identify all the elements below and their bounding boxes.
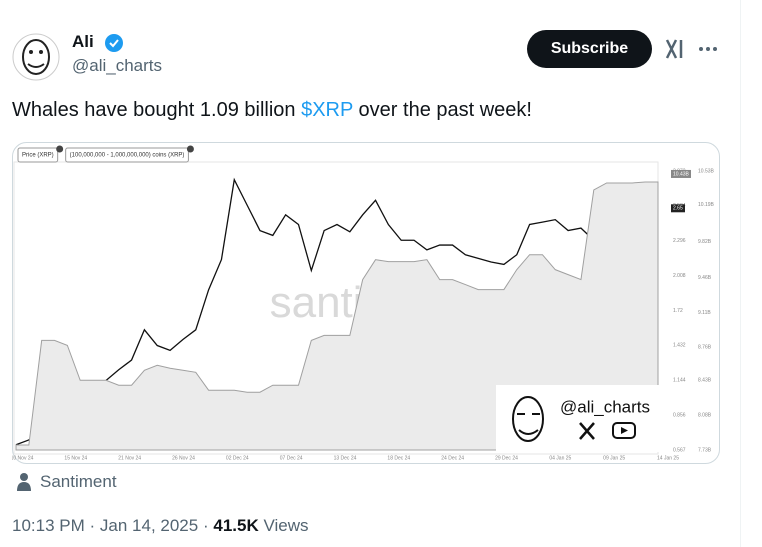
legend-close xyxy=(56,145,64,153)
text: Whales have bought 1.09 billion xyxy=(12,99,296,121)
y-tick-label: 1.432 xyxy=(673,343,686,349)
overlay-youtube-icon xyxy=(612,422,636,439)
price-line xyxy=(15,177,659,446)
verified-badge xyxy=(105,34,123,52)
text: over the past week! xyxy=(358,99,532,121)
x-tick-label: 18 Dec 24 xyxy=(387,455,410,461)
overlay-x-icon xyxy=(579,422,595,440)
x-tick-label: 21 Nov 24 xyxy=(118,455,141,461)
overlay-avatar-face xyxy=(517,413,540,435)
y2-tick-label: 8.08B xyxy=(698,412,712,418)
overlay-handle: @ali_charts xyxy=(560,397,650,416)
y2-tick-label: 9.82B xyxy=(698,239,712,245)
x-tick-label: 02 Dec 24 xyxy=(226,455,249,461)
y-tick-label: 2.008 xyxy=(673,273,686,279)
subscribe-button[interactable]: Subscribe xyxy=(527,30,652,68)
x-tick-label: 14 Jan 25 xyxy=(657,455,679,461)
time[interactable]: 10:13 PM xyxy=(12,516,85,535)
x-tick-label: 04 Jan 25 xyxy=(549,455,571,461)
y-tick-label: 0.856 xyxy=(673,412,686,418)
person-icon xyxy=(17,473,31,491)
y-tick-label: 1.72 xyxy=(673,308,683,314)
value-tag-label: 2.65 xyxy=(673,206,683,212)
timestamp: 10:13 PM · Jan 14, 2025 · 41.5K Views xyxy=(12,516,309,536)
y2-tick-label: 10.19B xyxy=(698,202,715,208)
value-tag xyxy=(671,169,691,178)
value-tag-label: 10.43B xyxy=(673,171,690,177)
separator: · xyxy=(202,516,209,535)
y2-tick-label: 9.46B xyxy=(698,275,712,281)
avatar[interactable] xyxy=(12,33,60,81)
legend-box xyxy=(65,147,189,163)
legend-close xyxy=(186,145,194,153)
legend-label: Price (XRP) xyxy=(22,153,54,159)
column-border xyxy=(740,0,741,547)
views-count: 41.5K xyxy=(213,516,259,535)
value-tag xyxy=(671,204,685,213)
overlay-play xyxy=(621,427,628,434)
x-tick-label: 29 Dec 24 xyxy=(495,455,518,461)
y2-tick-label: 8.76B xyxy=(698,345,712,351)
y2-tick-label: 7.73B xyxy=(698,447,712,453)
x-tick-label: 09 Jan 25 xyxy=(603,455,625,461)
separator: · xyxy=(89,516,96,535)
y2-tick-label: 9.11B xyxy=(698,310,711,316)
legend-item: Price (XRP) xyxy=(17,145,64,163)
author-name[interactable]: Ali xyxy=(72,32,94,51)
x-tick-label: 13 Dec 24 xyxy=(334,455,357,461)
x-tick-label: 26 Nov 24 xyxy=(172,455,195,461)
y-tick-label: 2.296 xyxy=(673,238,686,244)
x-tick-label: 24 Dec 24 xyxy=(441,455,464,461)
more-icon[interactable] xyxy=(697,45,719,53)
y2-tick-label: 10.53B xyxy=(698,168,715,174)
chart[interactable]: santimentPrice (XRP)(100,000,000 - 1,000… xyxy=(12,142,720,464)
source-label: Santiment xyxy=(40,472,117,491)
x-tick-label: 15 Nov 24 xyxy=(64,455,87,461)
x-tick-label: 07 Dec 24 xyxy=(280,455,303,461)
grok-icon[interactable] xyxy=(664,37,686,61)
legend-label: (100,000,000 - 1,000,000,000) coins (XRP… xyxy=(70,153,185,159)
x-tick-label: 10 Nov 24 xyxy=(12,455,34,461)
whale-area xyxy=(15,181,659,451)
legend-box xyxy=(17,147,59,163)
legend-item: (100,000,000 - 1,000,000,000) coins (XRP… xyxy=(65,145,194,163)
tweet-text: Whales have bought 1.09 billion $XRP ove… xyxy=(12,99,532,122)
author-handle[interactable]: @ali_charts xyxy=(72,56,163,75)
cashtag[interactable]: $XRP xyxy=(301,99,353,121)
date[interactable]: Jan 14, 2025 xyxy=(99,516,199,535)
y-tick-label: 0.567 xyxy=(673,447,686,453)
views-label: Views xyxy=(263,516,309,535)
y2-tick-label: 8.43B xyxy=(698,378,712,384)
y-tick-label: 1.144 xyxy=(673,377,686,383)
